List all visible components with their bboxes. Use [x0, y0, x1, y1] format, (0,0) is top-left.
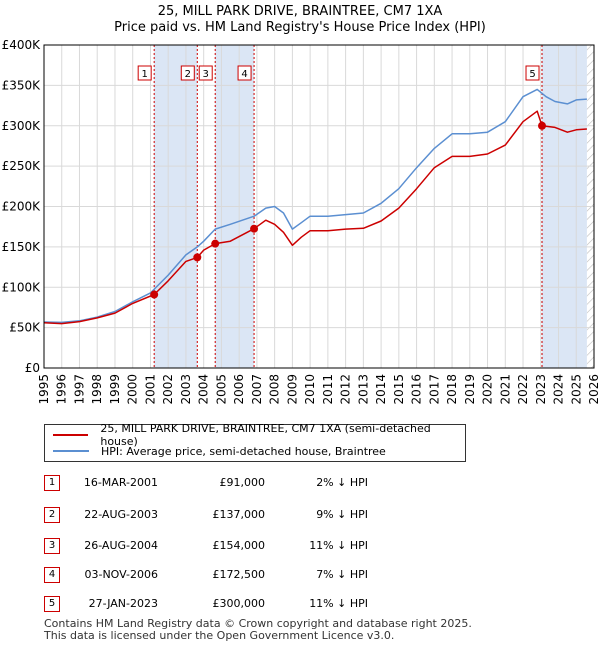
x-tick-label: 2013 [356, 374, 370, 405]
x-tick-label: 2007 [250, 374, 264, 405]
sale-number-box [525, 65, 540, 81]
x-tick-label: 2002 [161, 374, 175, 405]
sale-price: £154,000 [212, 539, 266, 552]
sale-point [150, 290, 159, 299]
legend-item-property: 25, MILL PARK DRIVE, BRAINTREE, CM7 1XA … [53, 422, 465, 448]
legend-swatch-hpi [53, 450, 89, 452]
sale-number-label: 4 [241, 69, 247, 80]
x-tick-label: 2004 [197, 374, 211, 405]
x-tick-label: 2015 [392, 374, 406, 405]
table-row: 4 03-NOV-2006 £172,500 7% ↓ HPI [0, 567, 600, 583]
x-tick-label: 2019 [463, 374, 477, 405]
y-tick-label: £50K [9, 321, 41, 335]
legend-item-hpi: HPI: Average price, semi-detached house,… [53, 443, 386, 459]
x-tick-label: 2001 [143, 374, 157, 405]
sale-price: £137,000 [212, 508, 266, 521]
sale-number-box [137, 65, 152, 81]
sale-point [193, 253, 202, 262]
chart-title: 25, MILL PARK DRIVE, BRAINTREE, CM7 1XA [157, 4, 443, 19]
sale-price: £172,500 [212, 568, 266, 581]
x-tick-label: 2014 [374, 374, 388, 405]
plot-frame [43, 44, 595, 369]
x-tick-label: 1995 [37, 374, 51, 405]
sale-number-badge: 5 [44, 596, 60, 612]
y-tick-label: £250K [2, 159, 42, 173]
y-tick-label: £100K [2, 280, 42, 294]
table-row: 3 26-AUG-2004 £154,000 11% ↓ HPI [0, 538, 600, 554]
x-tick-label: 1999 [108, 374, 122, 405]
legend-label-property: 25, MILL PARK DRIVE, BRAINTREE, CM7 1XA … [100, 422, 431, 448]
sale-number-label: 5 [529, 69, 535, 80]
x-tick-label: 2008 [268, 374, 282, 405]
x-tick-label: 2006 [232, 374, 246, 405]
x-tick-label: 2024 [552, 374, 566, 405]
table-row: 5 27-JAN-2023 £300,000 11% ↓ HPI [0, 596, 600, 612]
x-tick-label: 2022 [516, 374, 530, 405]
sale-date: 16-MAR-2001 [83, 476, 158, 489]
legend-label-hpi: HPI: Average price, semi-detached house,… [101, 444, 386, 458]
x-tick-label: 2010 [303, 374, 317, 405]
x-tick-label: 2012 [339, 374, 353, 405]
sale-number-label: 2 [185, 69, 191, 80]
x-tick-label: 2025 [569, 374, 583, 405]
x-tick-label: 1997 [72, 374, 86, 405]
x-tick-label: 2005 [214, 374, 228, 405]
x-tick-label: 2018 [445, 374, 459, 405]
y-tick-label: £0 [25, 361, 40, 375]
sale-hpi-diff: 7% ↓ HPI [316, 568, 368, 581]
y-tick-label: £150K [2, 240, 42, 254]
price-chart: 1 2 3 4 5 £0 £50K £100K £150K £200K £250K £300K £35… [2, 38, 600, 405]
sale-date: 03-NOV-2006 [84, 568, 158, 581]
x-tick-label: 2017 [427, 374, 441, 405]
sale-point [211, 239, 220, 248]
sale-date: 27-JAN-2023 [88, 597, 158, 610]
sale-date: 26-AUG-2004 [84, 539, 158, 552]
y-tick-label: £300K [2, 119, 42, 133]
x-tick-label: 2016 [410, 374, 424, 405]
sale-number-label: 1 [141, 69, 147, 80]
x-tick-label: 2009 [285, 374, 299, 405]
license-text: This data is licensed under the Open Gov… [44, 629, 395, 642]
sale-point [538, 121, 547, 130]
sale-number-label: 3 [203, 69, 209, 80]
x-tick-label: 2023 [534, 374, 548, 405]
copyright-text: Contains HM Land Registry data © Crown c… [44, 617, 472, 630]
x-tick-label: 2011 [321, 374, 335, 405]
x-tick-label: 2021 [498, 374, 512, 405]
sale-price: £91,000 [219, 476, 266, 489]
sale-number-box [180, 65, 195, 81]
legend: 25, MILL PARK DRIVE, BRAINTREE, CM7 1XA … [44, 422, 466, 462]
y-tick-label: £400K [2, 38, 42, 52]
x-tick-label: 2020 [481, 374, 495, 405]
sale-point [250, 224, 259, 233]
sale-number-badge: 2 [44, 507, 60, 523]
y-tick-label: £350K [2, 78, 42, 92]
sale-price: £300,000 [212, 597, 266, 610]
footer: Contains HM Land Registry data © Crown c… [44, 618, 472, 642]
sale-number-badge: 4 [44, 567, 60, 583]
sale-date: 22-AUG-2003 [84, 508, 158, 521]
table-row: 1 16-MAR-2001 £91,000 2% ↓ HPI [0, 475, 600, 491]
sale-hpi-diff: 11% ↓ HPI [309, 539, 368, 552]
sale-hpi-diff: 2% ↓ HPI [316, 476, 368, 489]
sale-hpi-diff: 9% ↓ HPI [316, 508, 368, 521]
sale-number-box [198, 65, 213, 81]
legend-swatch-property [53, 434, 89, 436]
x-tick-label: 1996 [55, 374, 69, 405]
x-tick-label: 1998 [90, 374, 104, 405]
x-tick-label: 2003 [179, 374, 193, 405]
chart-subtitle: Price paid vs. HM Land Registry's House … [114, 20, 486, 35]
sale-number-badge: 3 [44, 538, 60, 554]
sale-hpi-diff: 11% ↓ HPI [309, 597, 368, 610]
x-tick-label: 2000 [126, 374, 140, 405]
hpi-line [43, 88, 587, 324]
sale-number-box [237, 65, 252, 81]
sale-number-badge: 1 [44, 475, 60, 491]
table-row: 2 22-AUG-2003 £137,000 9% ↓ HPI [0, 507, 600, 523]
y-tick-label: £200K [2, 200, 42, 214]
x-tick-label: 2026 [587, 374, 600, 405]
